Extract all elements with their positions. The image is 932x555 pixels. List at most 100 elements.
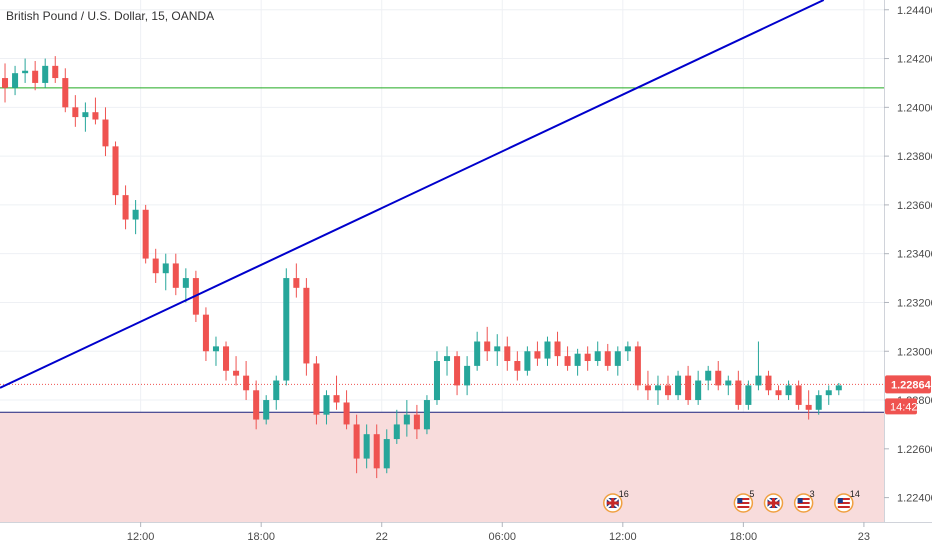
- candle-body: [614, 351, 621, 366]
- candle-body: [393, 424, 400, 440]
- candle-body: [464, 365, 471, 386]
- candle-body: [162, 263, 169, 274]
- candle: [484, 326, 491, 362]
- candle-body: [413, 414, 420, 430]
- candle: [474, 331, 481, 371]
- time-axis-label: 06:00: [489, 531, 517, 543]
- candle-body: [624, 346, 631, 352]
- uk-flag-cross: [611, 498, 615, 508]
- candle: [795, 380, 802, 410]
- event-marker[interactable]: 14: [834, 489, 860, 513]
- candle: [72, 95, 79, 127]
- candle-body: [675, 375, 682, 396]
- candle: [725, 375, 732, 396]
- candle: [112, 141, 119, 205]
- time-axis-label: 23: [858, 531, 870, 543]
- event-marker-count: 3: [810, 489, 815, 499]
- candle-body: [72, 107, 79, 118]
- candle-body: [12, 73, 19, 88]
- candle: [423, 395, 430, 435]
- candle: [273, 375, 280, 410]
- candle: [142, 204, 149, 264]
- candle-body: [695, 380, 702, 401]
- candle-body: [584, 353, 591, 362]
- candle-body: [755, 375, 762, 386]
- candle: [373, 424, 380, 479]
- candle-body: [534, 351, 541, 359]
- event-marker[interactable]: [763, 493, 784, 513]
- candle: [835, 382, 842, 396]
- candle-body: [665, 385, 672, 396]
- candle: [313, 356, 320, 425]
- candle: [2, 63, 9, 103]
- candle-body: [22, 70, 29, 74]
- candle: [22, 58, 29, 83]
- candle-body: [102, 119, 109, 147]
- candle: [464, 356, 471, 396]
- candle-body: [634, 346, 641, 386]
- candle: [32, 60, 39, 91]
- us-flag-stripe: [797, 498, 810, 500]
- price-axis-label: 1.24200: [897, 54, 932, 66]
- event-marker[interactable]: 5: [733, 489, 754, 513]
- candle: [353, 414, 360, 474]
- candle-body: [32, 70, 39, 83]
- candle-body: [363, 434, 370, 459]
- candle: [403, 400, 410, 437]
- candle-body: [353, 424, 360, 459]
- candle-body: [825, 390, 832, 396]
- candle: [544, 336, 551, 366]
- candle: [494, 334, 501, 366]
- candle: [735, 370, 742, 410]
- time-axis-label: 22: [376, 531, 388, 543]
- price-axis-label: 1.23000: [897, 346, 932, 358]
- candle: [122, 185, 129, 230]
- candle: [785, 380, 792, 401]
- candle: [212, 336, 219, 366]
- candle-body: [383, 439, 390, 469]
- candle-body: [223, 346, 230, 371]
- last-price-tag: 1.22864: [885, 375, 932, 394]
- us-flag-stripe: [837, 498, 850, 500]
- candle-body: [504, 346, 511, 362]
- us-flag-stripe: [837, 506, 850, 508]
- candle-body: [494, 346, 501, 352]
- us-flag-canton: [797, 498, 803, 503]
- price-axis[interactable]: 1.224001.226001.228001.230001.232001.234…: [884, 0, 932, 550]
- event-marker[interactable]: 3: [793, 489, 815, 513]
- candle-body: [775, 390, 782, 396]
- candle: [624, 341, 631, 362]
- event-markers: 16531433: [603, 489, 860, 513]
- candle: [383, 429, 390, 474]
- time-axis-label: 18:00: [247, 531, 275, 543]
- price-axis-label: 1.22600: [897, 444, 932, 456]
- candle-body: [323, 395, 330, 415]
- candle-body: [122, 195, 129, 220]
- candle: [223, 341, 230, 381]
- candle-body: [765, 375, 772, 391]
- event-marker[interactable]: 16: [603, 489, 629, 513]
- us-flag-canton: [837, 498, 843, 503]
- candle-body: [564, 356, 571, 366]
- candle-body: [785, 385, 792, 396]
- time-axis-label: 12:00: [609, 531, 637, 543]
- candle-body: [273, 380, 280, 401]
- candle-body: [42, 65, 49, 83]
- us-flag-stripe: [737, 502, 750, 504]
- chart-title: British Pound / U.S. Dollar, 15, OANDA: [6, 9, 214, 23]
- candle: [524, 346, 531, 376]
- candle-body: [132, 209, 139, 220]
- candle-body: [202, 314, 209, 352]
- candle-body: [293, 278, 300, 288]
- trendline[interactable]: [0, 0, 825, 389]
- time-axis-bg: [0, 522, 932, 550]
- time-axis-label: 12:00: [127, 531, 155, 543]
- candle: [815, 390, 822, 415]
- candle-body: [373, 434, 380, 469]
- candles: [2, 56, 842, 479]
- us-flag-stripe: [737, 506, 750, 508]
- candle: [162, 253, 169, 291]
